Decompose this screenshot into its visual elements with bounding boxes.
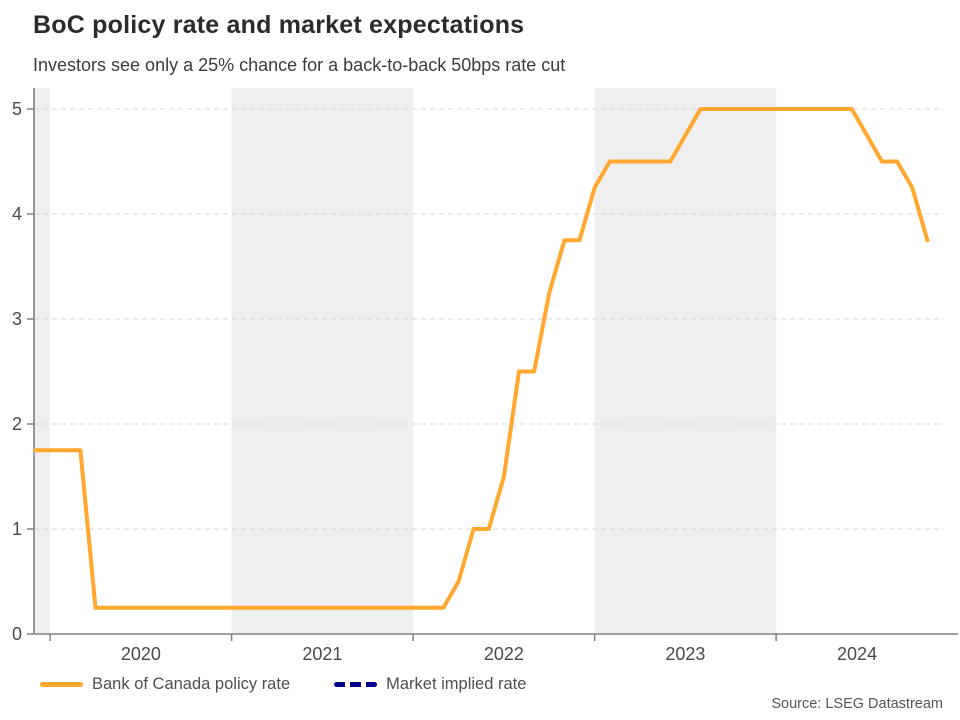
legend-item-market-implied: Market implied rate xyxy=(334,675,526,694)
policy-rate-line xyxy=(33,107,930,610)
chart-legend: Bank of Canada policy rate Market implie… xyxy=(40,675,526,694)
year-shading-band xyxy=(34,88,51,634)
policy-rate-chart: 0 1 2 3 4 5 2020 2021 2022 2023 2024 xyxy=(12,88,958,664)
legend-label-market-implied: Market implied rate xyxy=(386,675,527,693)
x-year-label: 2021 xyxy=(302,644,342,664)
y-tick-label: 0 xyxy=(12,624,22,644)
x-year-label: 2023 xyxy=(665,644,705,664)
legend-item-policy-rate: Bank of Canada policy rate xyxy=(40,675,290,694)
y-tick-label: 5 xyxy=(12,99,22,119)
x-year-label: 2024 xyxy=(837,644,877,664)
chart-subtitle: Investors see only a 25% chance for a ba… xyxy=(33,55,566,75)
y-tick-label: 2 xyxy=(12,414,22,434)
y-tick-label: 3 xyxy=(12,309,22,329)
year-shading-band xyxy=(231,88,414,634)
year-shading-band xyxy=(594,88,777,634)
legend-label-policy-rate: Bank of Canada policy rate xyxy=(92,675,291,693)
policy-rate-line-swatch xyxy=(40,682,83,687)
y-tick-label: 1 xyxy=(12,519,22,539)
chart-title: BoC policy rate and market expectations xyxy=(33,11,525,39)
x-year-label: 2020 xyxy=(121,644,161,664)
x-year-label: 2022 xyxy=(484,644,524,664)
market-implied-line-swatch xyxy=(334,682,378,687)
source-note: Source: LSEG Datastream xyxy=(771,696,943,712)
y-tick-label: 4 xyxy=(12,204,22,224)
